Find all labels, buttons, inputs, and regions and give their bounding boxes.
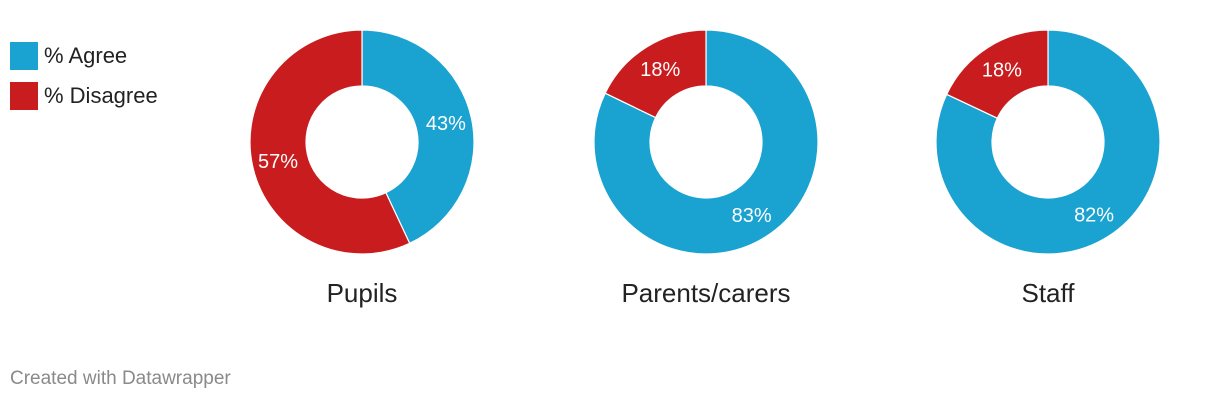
slice-agree: [935, 29, 1161, 255]
donut-title: Parents/carers: [621, 278, 790, 308]
legend-swatch-agree: [10, 42, 38, 70]
slice-label-agree: 43%: [426, 113, 466, 135]
legend-swatch-disagree: [10, 82, 38, 110]
legend-item-agree: % Agree: [10, 42, 158, 70]
legend-label-agree: % Agree: [44, 43, 128, 68]
slice-disagree: [604, 29, 707, 119]
slice-label-disagree: 18%: [640, 59, 680, 81]
legend-item-disagree: % Disagree: [10, 82, 158, 110]
slice-label-disagree: 18%: [982, 59, 1022, 81]
donut-title: Staff: [1021, 278, 1075, 308]
slice-label-disagree: 57%: [258, 151, 298, 173]
donut-1: 83% 18% Parents/carers: [593, 29, 819, 308]
slice-disagree: [945, 29, 1049, 119]
donut-2: 82% 18% Staff: [935, 29, 1161, 308]
slice-label-agree: 83%: [732, 205, 772, 227]
donut-title: Pupils: [327, 278, 398, 308]
slice-agree: [361, 29, 475, 245]
slice-agree: [593, 29, 819, 255]
legend: % Agree % Disagree: [10, 42, 158, 122]
donut-0: 43% 57% Pupils: [249, 29, 475, 308]
slice-label-agree: 82%: [1074, 205, 1114, 227]
legend-label-disagree: % Disagree: [44, 83, 158, 108]
slice-disagree: [249, 29, 411, 255]
footer-credit: Created with Datawrapper: [10, 368, 231, 389]
donut-charts: 43% 57% Pupils 83% 18% Parents/carers 82% 18% St…: [249, 29, 1161, 308]
